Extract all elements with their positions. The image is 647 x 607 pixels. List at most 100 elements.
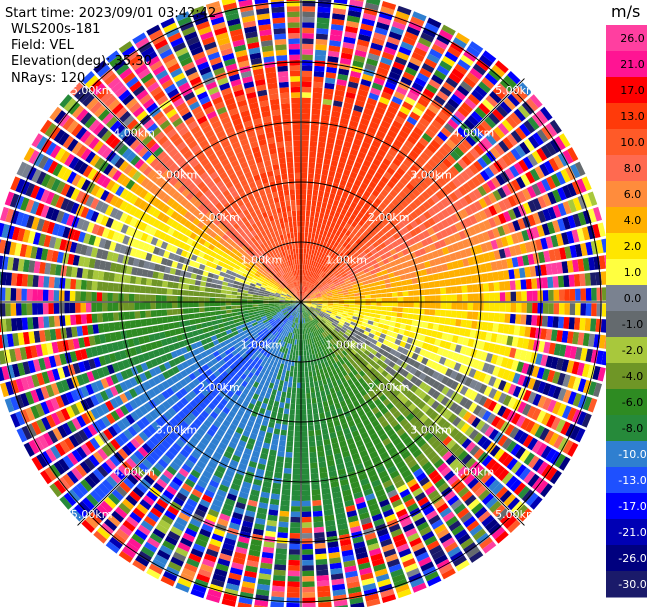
velocity-cell [409, 150, 419, 160]
velocity-cell [301, 280, 304, 286]
velocity-cell [509, 165, 520, 178]
velocity-cell [445, 424, 456, 435]
velocity-cell [333, 319, 340, 324]
velocity-cell [445, 368, 454, 378]
velocity-cell [309, 271, 313, 277]
velocity-cell [418, 37, 432, 48]
velocity-cell [301, 344, 304, 351]
velocity-cell [461, 155, 472, 166]
velocity-cell [349, 171, 358, 179]
velocity-cell [431, 194, 440, 204]
velocity-cell [297, 328, 300, 335]
velocity-cell [567, 215, 577, 229]
velocity-cell [304, 286, 308, 293]
velocity-cell [396, 51, 410, 61]
velocity-cell [384, 278, 391, 284]
velocity-cell [341, 313, 348, 317]
velocity-cell [322, 304, 328, 307]
velocity-cell [573, 273, 581, 287]
velocity-cell [353, 313, 359, 318]
velocity-cell [345, 243, 352, 250]
velocity-cell [319, 212, 325, 219]
velocity-cell [381, 218, 389, 227]
velocity-cell [375, 256, 383, 263]
velocity-cell [473, 212, 483, 223]
velocity-cell [335, 273, 342, 279]
velocity-cell [471, 320, 478, 329]
velocity-cell [519, 141, 531, 155]
velocity-cell [386, 330, 393, 337]
velocity-cell [397, 5, 412, 16]
velocity-cell [312, 227, 317, 234]
velocity-cell [355, 204, 363, 212]
velocity-cell [481, 455, 493, 467]
velocity-cell [572, 331, 580, 345]
velocity-cell [416, 122, 427, 132]
velocity-cell [320, 174, 328, 181]
velocity-cell [303, 259, 306, 265]
velocity-cell [462, 411, 472, 422]
velocity-cell [358, 33, 371, 42]
velocity-cell [349, 148, 359, 157]
velocity-cell [324, 153, 332, 160]
velocity-cell [423, 261, 431, 269]
velocity-cell [541, 178, 552, 192]
velocity-cell [418, 289, 425, 296]
velocity-cell [497, 468, 510, 482]
velocity-cell [288, 419, 295, 426]
velocity-cell [472, 235, 480, 245]
velocity-cell [394, 339, 402, 346]
velocity-cell [553, 248, 562, 261]
velocity-cell [368, 282, 375, 288]
velocity-cell [349, 302, 355, 305]
velocity-cell [375, 352, 382, 359]
velocity-cell [349, 275, 355, 280]
velocity-cell [306, 299, 312, 302]
velocity-cell [291, 490, 301, 496]
velocity-cell [333, 329, 339, 335]
velocity-cell [354, 216, 361, 224]
velocity-cell [335, 139, 344, 146]
velocity-cell [448, 360, 457, 370]
velocity-cell [330, 160, 338, 167]
velocity-cell [338, 299, 345, 302]
velocity-cell [389, 376, 397, 385]
velocity-cell [366, 336, 373, 343]
velocity-cell [548, 289, 554, 301]
velocity-cell [320, 246, 325, 253]
velocity-cell [440, 295, 447, 302]
velocity-cell [540, 328, 547, 340]
velocity-cell [357, 89, 369, 98]
velocity-cell [407, 403, 417, 412]
velocity-cell [581, 176, 592, 191]
velocity-cell [313, 273, 318, 279]
velocity-cell [501, 154, 513, 167]
velocity-cell [427, 377, 436, 387]
velocity-cell [395, 194, 404, 203]
velocity-cell [301, 511, 312, 518]
velocity-cell [333, 235, 339, 242]
velocity-cell [317, 315, 322, 320]
velocity-cell [507, 221, 516, 233]
velocity-cell [360, 325, 367, 331]
velocity-cell [354, 133, 364, 142]
velocity-cell [499, 490, 513, 503]
velocity-cell [325, 72, 337, 79]
velocity-cell [415, 410, 425, 420]
velocity-cell [402, 285, 408, 291]
velocity-cell [293, 366, 298, 372]
velocity-cell [330, 187, 338, 195]
velocity-cell [414, 378, 423, 387]
velocity-cell [510, 461, 523, 474]
velocity-cell [323, 93, 333, 100]
velocity-cell [362, 12, 377, 22]
velocity-cell [308, 430, 315, 437]
velocity-cell [331, 260, 337, 266]
velocity-cell [540, 144, 552, 159]
velocity-cell [509, 245, 517, 257]
velocity-cell [383, 171, 393, 180]
velocity-cell [365, 356, 372, 363]
velocity-cell [306, 270, 310, 276]
velocity-cell [328, 126, 338, 134]
velocity-cell [454, 63, 468, 75]
